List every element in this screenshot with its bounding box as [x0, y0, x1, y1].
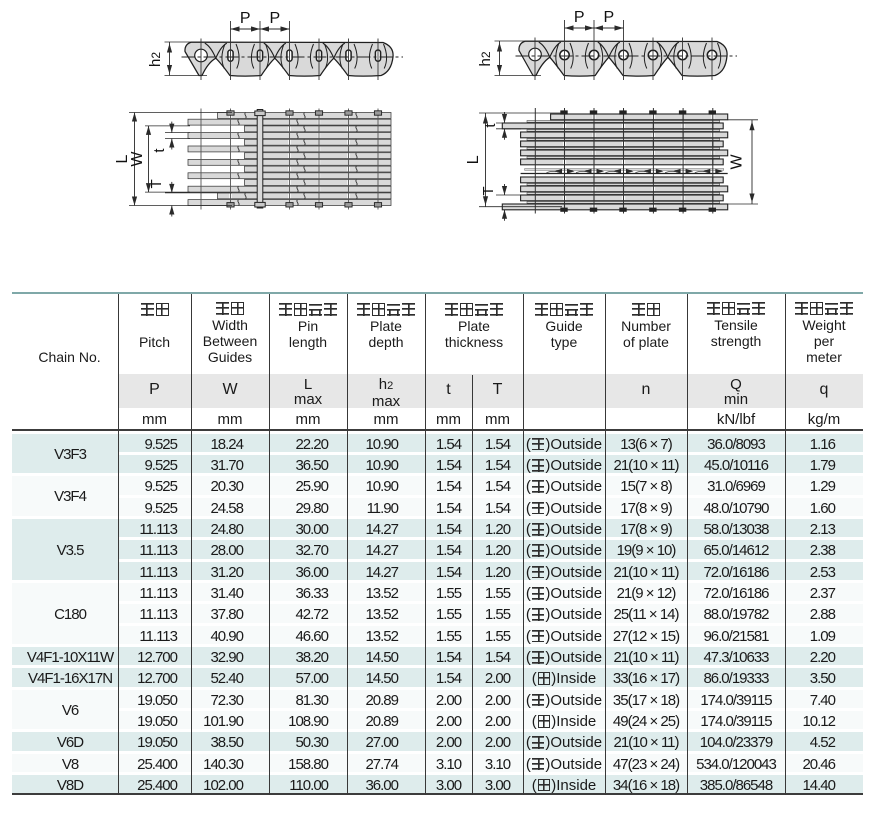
- svg-text:L: L: [465, 155, 482, 164]
- svg-text:T: T: [148, 179, 165, 188]
- svg-text:h2: h2: [147, 52, 164, 67]
- svg-text:h2: h2: [477, 51, 494, 66]
- svg-text:t: t: [151, 148, 168, 153]
- svg-text:t: t: [482, 123, 499, 128]
- svg-text:P: P: [240, 10, 251, 27]
- svg-text:P: P: [269, 10, 280, 27]
- svg-text:P: P: [603, 9, 614, 26]
- svg-text:W: W: [729, 153, 746, 169]
- svg-text:P: P: [574, 9, 585, 26]
- svg-text:L: L: [114, 154, 131, 163]
- svg-text:T: T: [480, 186, 497, 195]
- svg-text:W: W: [129, 151, 146, 167]
